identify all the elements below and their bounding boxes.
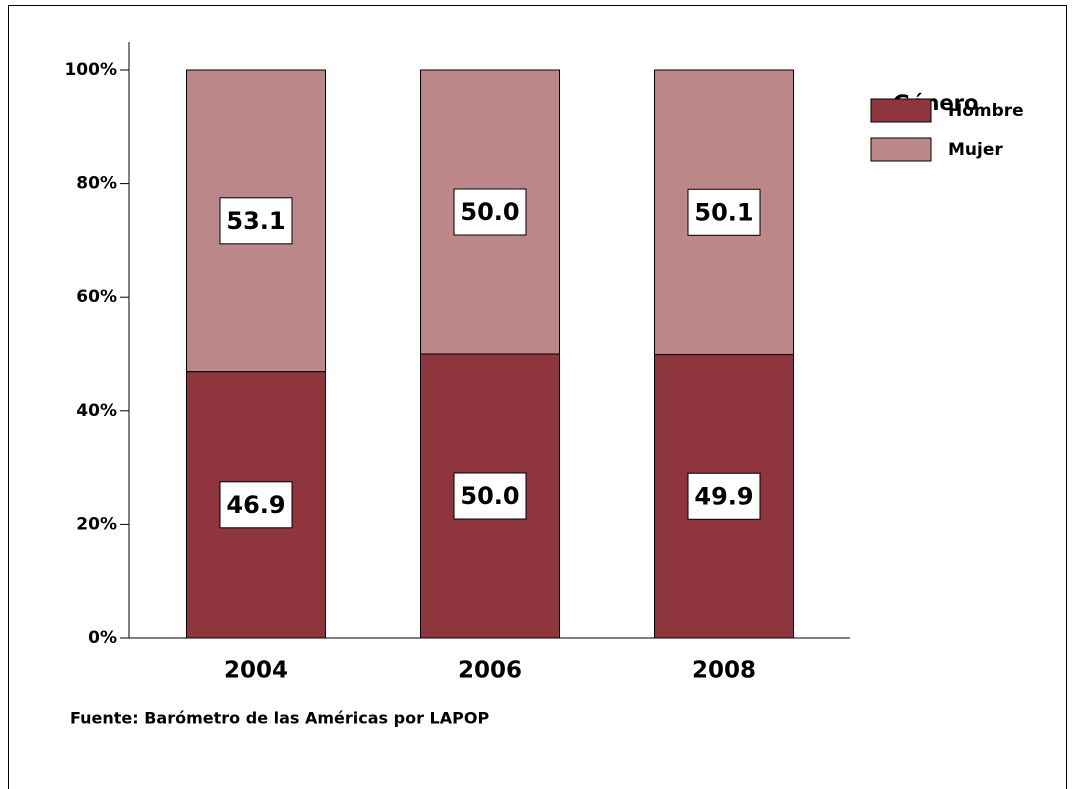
data-label-box <box>453 188 527 236</box>
data-label: 50.0 <box>460 198 519 226</box>
data-label-box <box>687 472 761 520</box>
y-tick-label: 20% <box>76 514 117 534</box>
data-label-box <box>219 481 293 529</box>
source-note: Fuente: Barómetro de las Américas por LA… <box>70 709 489 728</box>
data-label-box <box>453 472 527 520</box>
legend-label: Hombre <box>948 101 1024 121</box>
frame <box>8 5 1067 789</box>
x-tick-label: 2008 <box>692 658 756 684</box>
data-label: 53.1 <box>226 207 285 235</box>
data-label-box <box>219 197 293 245</box>
x-tick-label: 2004 <box>224 658 288 684</box>
bar-segment <box>186 69 326 373</box>
legend-swatch <box>870 98 932 123</box>
data-label: 50.0 <box>460 482 519 510</box>
y-tick-label: 100% <box>64 60 117 80</box>
y-tick-label: 0% <box>88 628 117 648</box>
data-label: 49.9 <box>694 482 753 510</box>
y-tick-label: 80% <box>76 174 117 194</box>
x-tick-label: 2006 <box>458 658 522 684</box>
legend-swatch <box>870 137 932 162</box>
data-label: 50.1 <box>694 198 753 226</box>
data-label-box <box>687 188 761 236</box>
data-label: 46.9 <box>226 491 285 519</box>
y-tick-label: 40% <box>76 401 117 421</box>
y-tick-label: 60% <box>76 287 117 307</box>
legend-label: Mujer <box>948 140 1003 160</box>
